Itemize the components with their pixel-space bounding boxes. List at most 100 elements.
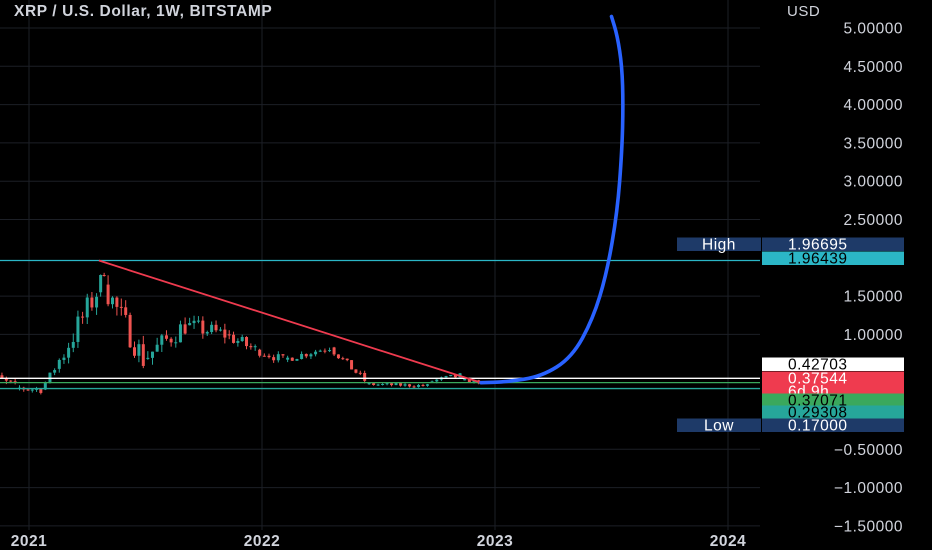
candle-body bbox=[290, 357, 294, 361]
price-axis[interactable]: 5.00000 4.50000 4.00000 3.50000 3.00000 2.500… bbox=[834, 21, 903, 536]
candle-body bbox=[128, 314, 132, 348]
candle-body bbox=[336, 354, 340, 359]
candle-body bbox=[385, 383, 389, 385]
price-tag bbox=[762, 357, 904, 371]
candle-body bbox=[358, 372, 362, 374]
x-tick-label: 2021 bbox=[11, 533, 47, 550]
candle-body bbox=[99, 274, 103, 293]
y-tick-label: −1.50000 bbox=[834, 518, 903, 535]
candle-body bbox=[444, 376, 448, 378]
drawings-layer[interactable] bbox=[0, 14, 760, 390]
y-tick-label: 5.00000 bbox=[843, 21, 903, 38]
candle-body bbox=[412, 386, 416, 388]
candle-body bbox=[115, 297, 119, 307]
price-tag-value: 0.37071 bbox=[788, 393, 848, 410]
candle-body bbox=[141, 344, 145, 366]
candle-body bbox=[110, 297, 114, 305]
candle-body bbox=[258, 349, 262, 356]
candle-body bbox=[192, 320, 196, 324]
candle-body bbox=[169, 338, 173, 343]
candle-body bbox=[323, 350, 327, 352]
descending-trendline[interactable] bbox=[98, 259, 482, 384]
candle-body bbox=[183, 324, 187, 334]
candle-body bbox=[399, 383, 403, 386]
candle-body bbox=[309, 354, 313, 357]
symbol-title[interactable]: XRP / U.S. Dollar, 1W, BITSTAMP bbox=[14, 3, 273, 20]
candle-body bbox=[124, 307, 128, 315]
candle-body bbox=[35, 388, 39, 390]
candle-body bbox=[188, 323, 192, 326]
candle-body bbox=[472, 380, 476, 383]
candle-body bbox=[196, 320, 200, 322]
candle-body bbox=[372, 383, 376, 385]
candle-body bbox=[201, 320, 205, 334]
candle-body bbox=[205, 332, 209, 334]
candle-body bbox=[332, 347, 336, 355]
y-tick-label: 1.50000 bbox=[843, 289, 903, 306]
candle-body bbox=[160, 335, 164, 345]
candle-body bbox=[276, 354, 280, 361]
candle-body bbox=[223, 329, 227, 338]
candle-body bbox=[430, 381, 434, 383]
x-tick-label: 2022 bbox=[244, 533, 280, 550]
candle-body bbox=[394, 383, 398, 386]
candle-body bbox=[328, 350, 332, 352]
candle-body bbox=[26, 389, 30, 391]
price-tag bbox=[762, 251, 904, 265]
candle-body bbox=[245, 337, 249, 347]
price-tag-value: 0.37544 bbox=[788, 371, 848, 388]
candle-body bbox=[417, 384, 421, 387]
candle-body bbox=[0, 375, 4, 379]
grid-layer bbox=[0, 0, 760, 530]
level-label-box bbox=[677, 237, 761, 251]
candle-body bbox=[354, 369, 358, 373]
x-tick-label: 2024 bbox=[710, 533, 746, 550]
candle-body bbox=[214, 324, 218, 331]
candle-body bbox=[281, 354, 285, 356]
candle-body bbox=[174, 342, 178, 344]
candle-body bbox=[106, 284, 110, 305]
candle-body bbox=[236, 341, 240, 343]
candle-body bbox=[262, 355, 266, 357]
candle-body bbox=[102, 274, 106, 276]
candle-body bbox=[267, 355, 271, 358]
candle-body bbox=[272, 357, 276, 361]
candle-body bbox=[137, 344, 141, 356]
candle-body bbox=[363, 372, 367, 381]
candle-body bbox=[421, 384, 425, 386]
currency-unit: USD bbox=[787, 3, 821, 20]
candle-body bbox=[227, 334, 231, 336]
y-tick-label: 3.00000 bbox=[843, 174, 903, 191]
candle-body bbox=[467, 379, 471, 383]
price-tag-value: 1.96439 bbox=[788, 251, 848, 268]
candle-body bbox=[178, 324, 182, 343]
candle-body bbox=[76, 316, 80, 342]
price-tag bbox=[762, 371, 904, 398]
price-tag-value: 0.42703 bbox=[788, 357, 848, 374]
y-tick-label: 1.00000 bbox=[843, 327, 903, 344]
candle-body bbox=[381, 383, 385, 385]
level-label: Low bbox=[704, 418, 734, 435]
y-tick-label: −1.00000 bbox=[834, 480, 903, 497]
candle-body bbox=[53, 370, 57, 373]
candle-body bbox=[304, 353, 308, 357]
candle-body bbox=[463, 379, 467, 381]
candle-body bbox=[9, 380, 13, 382]
candle-body bbox=[314, 351, 318, 355]
time-axis[interactable]: 2021 2022 2023 2024 bbox=[11, 533, 746, 550]
candle-body bbox=[95, 296, 99, 308]
candle-body bbox=[453, 374, 457, 378]
candle-body bbox=[43, 382, 47, 390]
candle-body bbox=[295, 359, 299, 361]
candle-body bbox=[426, 384, 430, 386]
candle-body bbox=[345, 358, 349, 361]
price-tag-value: 1.96695 bbox=[788, 237, 848, 254]
projection-curve[interactable] bbox=[479, 14, 625, 385]
candle-body bbox=[119, 306, 123, 308]
y-tick-label: −0.50000 bbox=[834, 442, 903, 459]
candle-body bbox=[390, 383, 394, 386]
candle-body bbox=[71, 341, 75, 348]
candle-body bbox=[132, 347, 136, 356]
